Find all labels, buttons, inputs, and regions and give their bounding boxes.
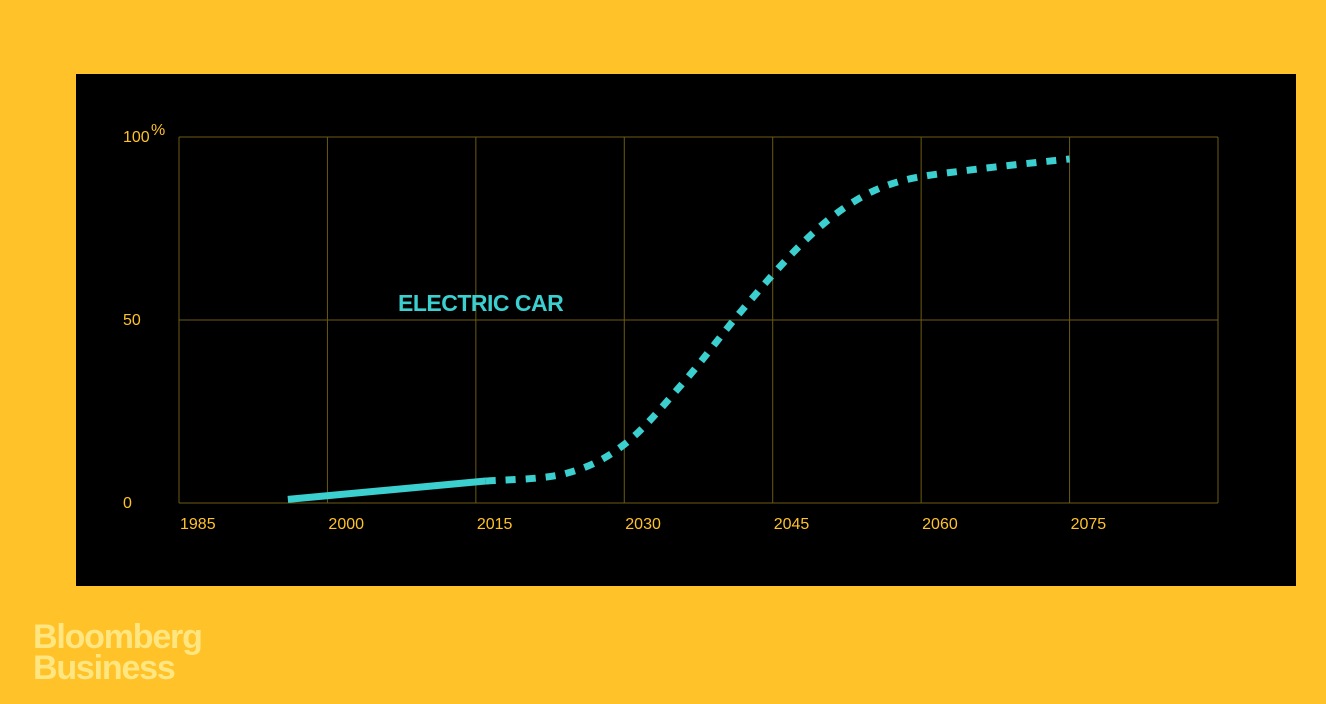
- y-tick-unit-100: %: [151, 122, 165, 139]
- brand-line-1: Bloomberg: [33, 618, 203, 656]
- x-tick-label-2015: 2015: [477, 516, 513, 533]
- chart: 0 50 100% 1985 2000 2015 2030 2045 2060 2075 ELE…: [123, 122, 1219, 533]
- x-tick-label-2060: 2060: [922, 516, 958, 533]
- grid: [178, 136, 1219, 504]
- series-lines: [287, 155, 1070, 503]
- x-tick-label-2075: 2075: [1071, 516, 1107, 533]
- chart-panel: 0 50 100% 1985 2000 2015 2030 2045 2060 2075 ELE…: [76, 74, 1296, 586]
- x-tick-label-2000: 2000: [328, 516, 364, 533]
- y-axis-ticks: 0 50 100%: [123, 122, 165, 512]
- x-tick-label-2045: 2045: [774, 516, 810, 533]
- x-tick-label-2030: 2030: [625, 516, 661, 533]
- brand-logo: Bloomberg Business: [33, 618, 203, 687]
- y-tick-label-50: 50: [123, 312, 141, 329]
- series-label-electric-car: ELECTRIC CAR: [398, 290, 564, 316]
- series-line-actual: [287, 477, 487, 503]
- brand-line-2: Business: [33, 649, 176, 687]
- y-tick-label-100: 100: [123, 129, 150, 146]
- y-tick-label-0: 0: [123, 495, 132, 512]
- series-line-projected: [485, 155, 1070, 485]
- x-tick-label-1985: 1985: [180, 516, 216, 533]
- x-axis-ticks: 1985 2000 2015 2030 2045 2060 2075: [180, 516, 1106, 533]
